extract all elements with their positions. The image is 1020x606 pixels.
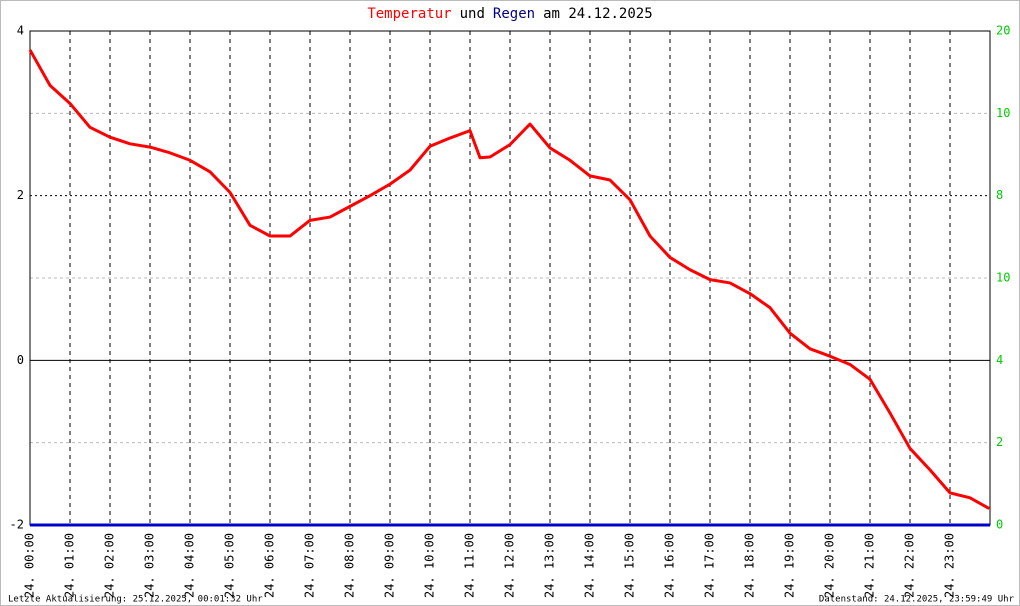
y2-tick-label: 2: [996, 435, 1003, 449]
x-tick-label: 24. 18:00: [743, 533, 757, 598]
title-part: Regen: [493, 6, 535, 22]
x-tick-label: 24. 20:00: [823, 533, 837, 598]
y2-tick-label: 0: [996, 518, 1003, 532]
x-tick-label: 24. 16:00: [663, 533, 677, 598]
y-tick-label: 2: [17, 188, 24, 202]
x-tick-label: 24. 13:00: [543, 533, 557, 598]
x-tick-label: 24. 05:00: [223, 533, 237, 598]
x-tick-label: 24. 22:00: [903, 533, 917, 598]
x-tick-label: 24. 23:00: [943, 533, 957, 598]
footer-right: Datenstand: 24.12.2025, 23:59:49 Uhr: [819, 595, 1015, 605]
x-tick-label: 24. 10:00: [423, 533, 437, 598]
series-line: [28, 49, 990, 510]
x-tick-label: 24. 06:00: [263, 533, 277, 598]
x-tick-label: 24. 00:00: [23, 533, 37, 598]
x-tick-label: 24. 21:00: [863, 533, 877, 598]
x-tick-label: 24. 19:00: [783, 533, 797, 598]
x-tick-label: 24. 02:00: [103, 533, 117, 598]
y-tick-label: 0: [17, 353, 24, 367]
y2-tick-label: 10: [996, 106, 1010, 120]
title-part: Temperatur: [367, 6, 451, 22]
y2-tick-label: 4: [996, 353, 1003, 367]
x-tick-label: 24. 15:00: [623, 533, 637, 598]
footer-left: Letzte Aktualisierung: 25.12.2025, 00:01…: [8, 595, 263, 605]
chart-title: Temperatur und Regen am 24.12.2025: [367, 6, 652, 22]
y-tick-label: 4: [17, 24, 24, 38]
x-tick-label: 24. 07:00: [303, 533, 317, 598]
x-tick-label: 24. 08:00: [343, 533, 357, 598]
y2-tick-label: 20: [996, 24, 1010, 38]
x-tick-label: 24. 12:00: [503, 533, 517, 598]
x-tick-label: 24. 01:00: [63, 533, 77, 598]
x-tick-label: 24. 14:00: [583, 533, 597, 598]
y2-tick-label: 8: [996, 188, 1003, 202]
x-tick-label: 24. 09:00: [383, 533, 397, 598]
x-tick-label: 24. 04:00: [183, 533, 197, 598]
title-part: und: [460, 6, 485, 22]
x-tick-label: 24. 17:00: [703, 533, 717, 598]
y-tick-label: -2: [10, 518, 24, 532]
x-tick-label: 24. 03:00: [143, 533, 157, 598]
y2-tick-label: 10: [996, 271, 1010, 285]
x-tick-label: 24. 11:00: [463, 533, 477, 598]
title-part: am 24.12.2025: [543, 6, 653, 22]
